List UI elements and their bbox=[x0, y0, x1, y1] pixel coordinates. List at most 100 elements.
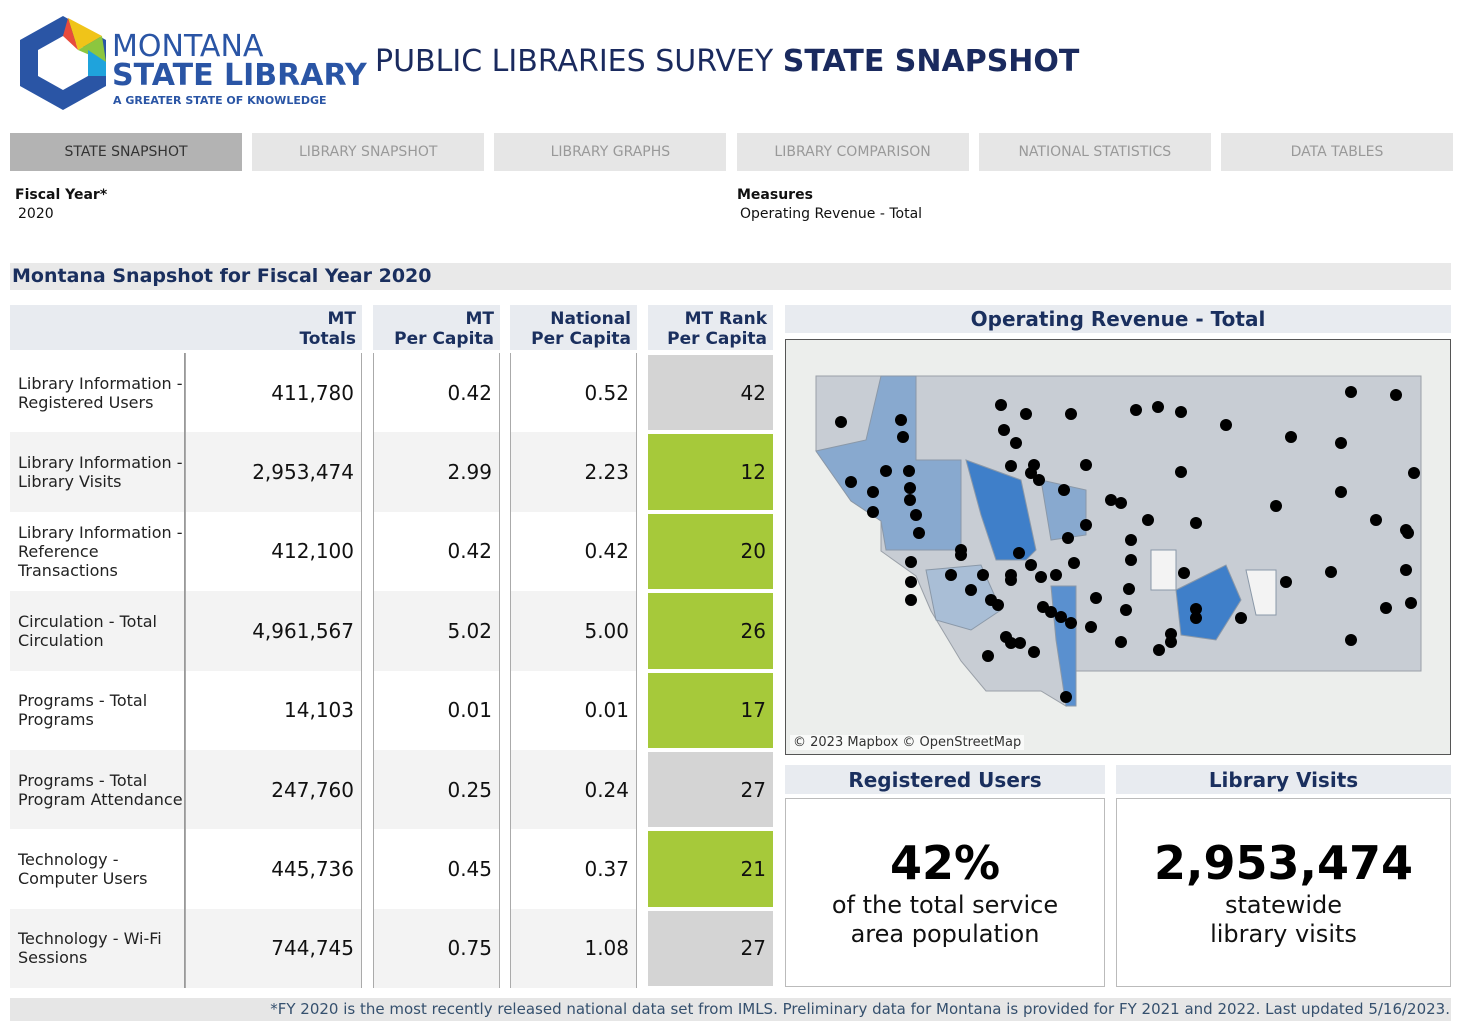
library-dot[interactable] bbox=[1055, 611, 1067, 623]
library-dot[interactable] bbox=[1085, 621, 1097, 633]
table-cell: 445,736 bbox=[185, 829, 362, 909]
filter-value[interactable]: 2020 bbox=[18, 206, 54, 222]
library-dot[interactable] bbox=[1014, 637, 1026, 649]
library-dot[interactable] bbox=[880, 465, 892, 477]
library-dot[interactable] bbox=[1220, 419, 1232, 431]
library-dot[interactable] bbox=[1120, 604, 1132, 616]
library-dot[interactable] bbox=[1045, 606, 1057, 618]
library-dot[interactable] bbox=[1068, 557, 1080, 569]
library-dot[interactable] bbox=[1280, 576, 1292, 588]
library-dot[interactable] bbox=[845, 476, 857, 488]
library-dot[interactable] bbox=[897, 431, 909, 443]
library-dot[interactable] bbox=[1400, 524, 1412, 536]
library-dot[interactable] bbox=[1105, 494, 1117, 506]
rank-cell: 17 bbox=[648, 672, 773, 748]
library-dot[interactable] bbox=[905, 556, 917, 568]
library-dot[interactable] bbox=[1325, 566, 1337, 578]
library-dot[interactable] bbox=[1062, 532, 1074, 544]
library-dot[interactable] bbox=[903, 465, 915, 477]
library-dot[interactable] bbox=[1153, 644, 1165, 656]
nav-tab[interactable]: STATE SNAPSHOT bbox=[10, 133, 242, 171]
nav-tab[interactable]: LIBRARY SNAPSHOT bbox=[252, 133, 485, 171]
nav-tab[interactable]: NATIONAL STATISTICS bbox=[978, 133, 1211, 171]
library-dot[interactable] bbox=[1115, 497, 1127, 509]
library-dot[interactable] bbox=[1033, 474, 1045, 486]
library-dot[interactable] bbox=[1178, 567, 1190, 579]
library-dot[interactable] bbox=[1125, 534, 1137, 546]
library-dot[interactable] bbox=[910, 509, 922, 521]
library-dot[interactable] bbox=[1142, 514, 1154, 526]
library-dot[interactable] bbox=[1080, 519, 1092, 531]
library-dot[interactable] bbox=[1190, 517, 1202, 529]
library-dot[interactable] bbox=[1370, 514, 1382, 526]
library-dot[interactable] bbox=[905, 576, 917, 588]
library-dot[interactable] bbox=[1345, 386, 1357, 398]
library-dot[interactable] bbox=[1035, 571, 1047, 583]
library-dot[interactable] bbox=[1190, 612, 1202, 624]
row-label: Technology - Wi-Fi Sessions bbox=[10, 908, 185, 989]
library-dot[interactable] bbox=[982, 650, 994, 662]
library-dot[interactable] bbox=[1080, 459, 1092, 471]
library-dot[interactable] bbox=[905, 594, 917, 606]
library-dot[interactable] bbox=[1028, 646, 1040, 658]
library-dot[interactable] bbox=[1123, 583, 1135, 595]
library-dot[interactable] bbox=[867, 486, 879, 498]
library-dot[interactable] bbox=[1125, 554, 1137, 566]
library-dot[interactable] bbox=[1005, 569, 1017, 581]
library-dot[interactable] bbox=[1060, 691, 1072, 703]
library-dot[interactable] bbox=[835, 416, 847, 428]
library-dot[interactable] bbox=[1013, 547, 1025, 559]
library-dot[interactable] bbox=[895, 414, 907, 426]
library-dot[interactable] bbox=[1130, 404, 1142, 416]
library-dot[interactable] bbox=[1190, 603, 1202, 615]
library-dot[interactable] bbox=[1345, 634, 1357, 646]
library-dot[interactable] bbox=[913, 527, 925, 539]
library-dot[interactable] bbox=[1020, 408, 1032, 420]
library-dot[interactable] bbox=[904, 482, 916, 494]
library-dot[interactable] bbox=[1025, 467, 1037, 479]
filter-value[interactable]: Operating Revenue - Total bbox=[740, 206, 923, 222]
library-dot[interactable] bbox=[1405, 597, 1417, 609]
library-dot[interactable] bbox=[1005, 460, 1017, 472]
library-dot[interactable] bbox=[1380, 602, 1392, 614]
kpi-caption: statewide bbox=[1224, 891, 1343, 919]
library-dot[interactable] bbox=[965, 584, 977, 596]
library-dot[interactable] bbox=[904, 494, 916, 506]
library-dot[interactable] bbox=[1175, 466, 1187, 478]
library-dot[interactable] bbox=[1408, 467, 1420, 479]
table-cell: 411,780 bbox=[185, 353, 362, 433]
table-cell: 5.00 bbox=[510, 591, 637, 671]
library-dot[interactable] bbox=[1152, 401, 1164, 413]
library-dot[interactable] bbox=[977, 569, 989, 581]
library-dot[interactable] bbox=[867, 506, 879, 518]
library-dot[interactable] bbox=[995, 399, 1007, 411]
library-dot[interactable] bbox=[998, 424, 1010, 436]
library-dot[interactable] bbox=[1005, 637, 1017, 649]
library-dot[interactable] bbox=[1065, 617, 1077, 629]
table-cell: 4,961,567 bbox=[185, 591, 362, 671]
library-dot[interactable] bbox=[1010, 437, 1022, 449]
library-dot[interactable] bbox=[1025, 559, 1037, 571]
library-dot[interactable] bbox=[1065, 408, 1077, 420]
library-dot[interactable] bbox=[992, 599, 1004, 611]
library-dot[interactable] bbox=[1058, 484, 1070, 496]
nav-tab[interactable]: DATA TABLES bbox=[1221, 133, 1453, 171]
library-dot[interactable] bbox=[1050, 569, 1062, 581]
library-dot[interactable] bbox=[1115, 636, 1127, 648]
library-dot[interactable] bbox=[1090, 592, 1102, 604]
library-dot[interactable] bbox=[1235, 612, 1247, 624]
library-dot[interactable] bbox=[1400, 564, 1412, 576]
table-cell: 0.42 bbox=[373, 353, 500, 433]
nav-tab[interactable]: LIBRARY GRAPHS bbox=[494, 133, 727, 171]
library-dot[interactable] bbox=[1335, 437, 1347, 449]
library-dot[interactable] bbox=[945, 569, 957, 581]
library-dot[interactable] bbox=[1175, 406, 1187, 418]
library-dot[interactable] bbox=[1335, 486, 1347, 498]
library-dot[interactable] bbox=[955, 549, 967, 561]
library-dot[interactable] bbox=[1270, 500, 1282, 512]
library-dot[interactable] bbox=[1165, 636, 1177, 648]
nav-tab[interactable]: LIBRARY COMPARISON bbox=[736, 133, 969, 171]
library-dot[interactable] bbox=[1285, 431, 1297, 443]
library-dot[interactable] bbox=[1390, 389, 1402, 401]
